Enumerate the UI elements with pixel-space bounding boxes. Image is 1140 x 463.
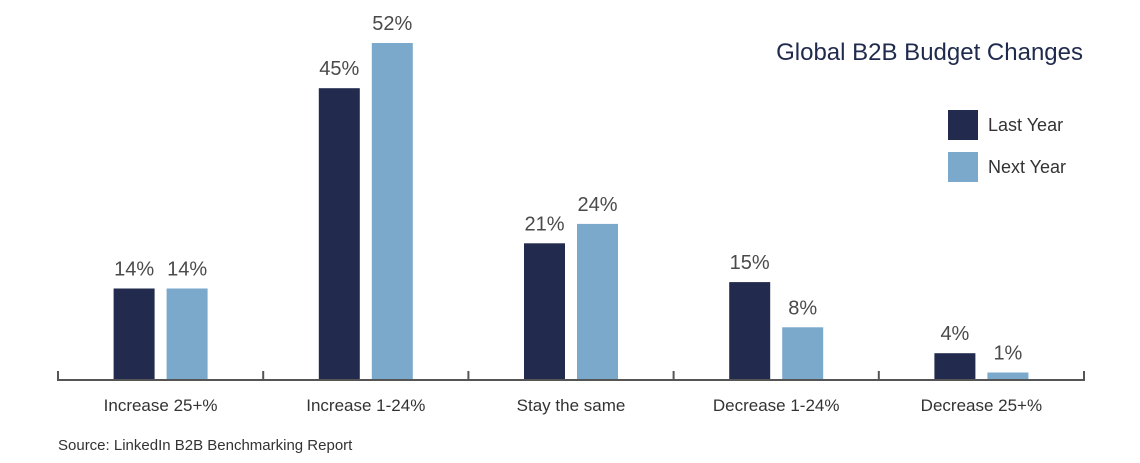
legend: Last Year Next Year	[948, 110, 1066, 182]
category-labels-group: Increase 25+% Increase 1-24% Stay the same…	[104, 396, 1042, 415]
value-label: 4%	[940, 323, 969, 345]
value-label: 52%	[372, 13, 412, 35]
x-axis	[57, 371, 1085, 381]
category-label: Decrease 25+%	[921, 396, 1042, 415]
category-label: Increase 25+%	[104, 396, 218, 415]
value-label: 45%	[319, 58, 359, 80]
legend-label-next-year: Next Year	[988, 157, 1066, 177]
bar-last-year	[524, 243, 565, 379]
bar-next-year	[166, 288, 208, 379]
x-axis-ticks	[57, 371, 1085, 381]
value-label: 8%	[788, 297, 817, 319]
value-label: 15%	[730, 252, 770, 274]
bar-next-year	[987, 372, 1029, 379]
bar-next-year	[782, 327, 824, 379]
bar-last-year	[934, 353, 976, 379]
chart-title: Global B2B Budget Changes	[776, 39, 1083, 66]
value-labels-group: 14% 14% 45% 52% 21% 24% 15% 8% 4% 1%	[114, 13, 1022, 365]
legend-label-last-year: Last Year	[988, 115, 1063, 135]
value-label: 21%	[524, 213, 564, 235]
category-label: Decrease 1-24%	[713, 396, 840, 415]
legend-swatch-last-year	[948, 110, 978, 140]
value-label: 1%	[993, 343, 1022, 365]
bar-next-year	[577, 223, 618, 379]
bar-last-year	[318, 88, 360, 379]
value-label: 14%	[114, 259, 154, 281]
value-label: 14%	[167, 259, 207, 281]
source-note: Source: LinkedIn B2B Benchmarking Report	[58, 437, 353, 454]
legend-swatch-next-year	[948, 152, 978, 182]
category-label: Increase 1-24%	[306, 396, 425, 415]
bar-last-year	[113, 288, 155, 379]
value-label: 24%	[577, 194, 617, 216]
bars-group	[113, 43, 1029, 379]
category-label: Stay the same	[517, 396, 626, 415]
bar-next-year	[371, 43, 413, 379]
bar-last-year	[729, 282, 771, 379]
